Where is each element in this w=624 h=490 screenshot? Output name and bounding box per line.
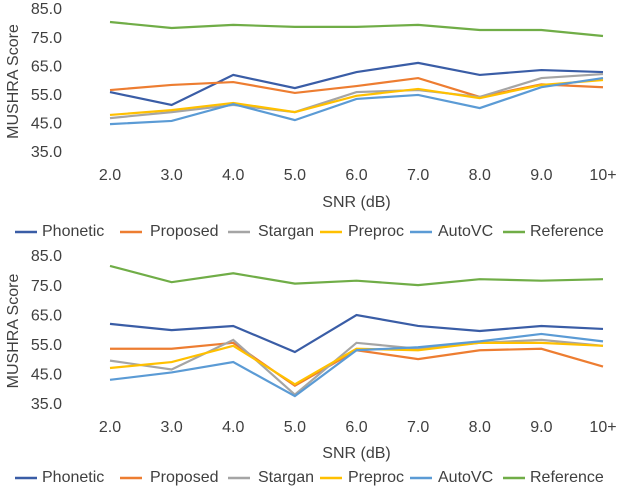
legend-label: AutoVC [438, 469, 493, 486]
y-axis-title: MUSHRA Score [5, 24, 22, 139]
legend-label: Phonetic [42, 223, 104, 240]
y-tick-label: 55.0 [31, 337, 62, 354]
y-tick-label: 75.0 [31, 30, 62, 47]
series-line [109, 313, 604, 354]
series-line [109, 72, 604, 120]
series-line [109, 264, 604, 287]
x-tick-label: 4.0 [222, 419, 244, 436]
y-tick-label: 45.0 [31, 116, 62, 133]
x-tick-label: 2.0 [99, 419, 121, 436]
x-tick-label: 3.0 [161, 419, 183, 436]
x-tick-label: 9.0 [530, 419, 552, 436]
series-line [109, 341, 604, 386]
legend-label: AutoVC [438, 223, 493, 240]
legend-label: Reference [530, 223, 604, 240]
x-tick-label: 5.0 [284, 167, 306, 184]
legend-label: Preproc [348, 223, 404, 240]
series-line [109, 76, 604, 126]
y-tick-label: 85.0 [31, 248, 62, 265]
legend-label: Phonetic [42, 469, 104, 486]
series-line [109, 78, 604, 117]
legend-label: Stargan [258, 469, 314, 486]
legend-label: Proposed [150, 223, 219, 240]
y-axis-title: MUSHRA Score [5, 274, 22, 389]
x-tick-label: 8.0 [469, 419, 491, 436]
y-tick-label: 75.0 [31, 278, 62, 295]
x-tick-label: 5.0 [284, 419, 306, 436]
y-tick-label: 85.0 [31, 1, 62, 18]
legend-label: Reference [530, 469, 604, 486]
x-tick-label: 3.0 [161, 167, 183, 184]
y-tick-label: 65.0 [31, 58, 62, 75]
x-tick-label: 6.0 [345, 419, 367, 436]
y-tick-label: 35.0 [31, 396, 62, 413]
x-tick-label: 2.0 [99, 167, 121, 184]
x-axis-title: SNR (dB) [322, 194, 390, 211]
x-tick-label: 4.0 [222, 167, 244, 184]
y-tick-label: 45.0 [31, 367, 62, 384]
series-line [109, 332, 604, 398]
y-tick-label: 35.0 [31, 144, 62, 161]
legend-label: Preproc [348, 469, 404, 486]
x-tick-label: 10+ [589, 419, 616, 436]
x-tick-label: 9.0 [530, 167, 552, 184]
x-tick-label: 10+ [589, 167, 616, 184]
legend-label: Proposed [150, 469, 219, 486]
x-tick-label: 8.0 [469, 167, 491, 184]
y-tick-label: 65.0 [31, 307, 62, 324]
x-tick-label: 7.0 [407, 419, 429, 436]
series-line [109, 338, 604, 397]
legend-label: Stargan [258, 223, 314, 240]
x-tick-label: 6.0 [345, 167, 367, 184]
y-tick-label: 55.0 [31, 87, 62, 104]
series-line [109, 20, 604, 38]
x-axis-title: SNR (dB) [322, 445, 390, 462]
series-line [109, 61, 604, 107]
x-tick-label: 7.0 [407, 167, 429, 184]
